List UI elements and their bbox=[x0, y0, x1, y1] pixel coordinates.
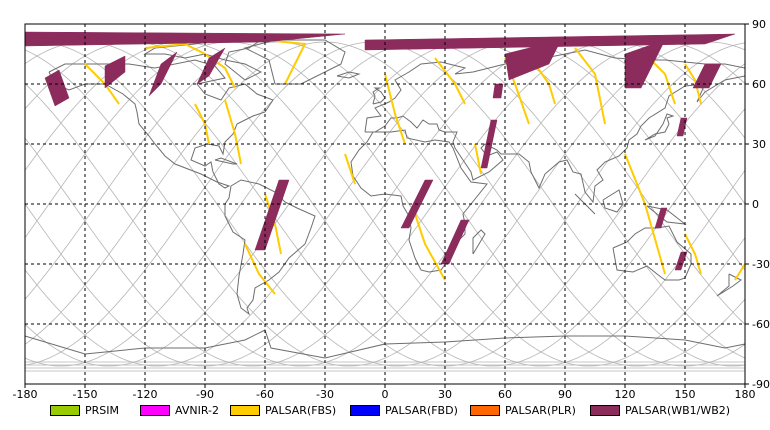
wb-swath bbox=[254, 179, 290, 251]
fbs-swath bbox=[344, 153, 356, 185]
observation-swaths bbox=[24, 31, 746, 295]
legend-label-plr: PALSAR(PLR) bbox=[505, 403, 576, 417]
wb-swath bbox=[44, 69, 70, 107]
y-tick-label: -90 bbox=[752, 378, 770, 391]
fbs-swath bbox=[194, 103, 210, 145]
legend-item-wb: PALSAR(WB1/WB2) bbox=[590, 402, 730, 418]
y-tick-label: 60 bbox=[752, 78, 766, 91]
coastline bbox=[24, 329, 746, 359]
legend-swatch-avnir2 bbox=[140, 404, 170, 416]
fbs-swath bbox=[684, 233, 702, 275]
coastline bbox=[143, 37, 263, 81]
legend-label-avnir2: AVNIR-2 bbox=[175, 403, 219, 417]
graticule bbox=[25, 24, 745, 384]
coastline bbox=[243, 39, 346, 85]
coastline bbox=[372, 87, 386, 105]
fbs-swath bbox=[474, 143, 482, 175]
fbs-swath bbox=[264, 39, 307, 85]
x-tick-label: 90 bbox=[558, 388, 572, 401]
coastline bbox=[644, 113, 675, 141]
coastline bbox=[602, 189, 624, 213]
fbs-swath bbox=[384, 73, 406, 145]
wb-swath bbox=[654, 207, 668, 229]
wb-swath bbox=[148, 51, 178, 97]
x-tick-label: -150 bbox=[73, 388, 98, 401]
wb-swath bbox=[364, 33, 736, 51]
wb-swath bbox=[492, 83, 504, 99]
x-tick-label: 150 bbox=[675, 388, 696, 401]
legend-item-avnir2: AVNIR-2 bbox=[140, 402, 219, 418]
wb-swath bbox=[692, 63, 722, 89]
legend-item-prsim: PRSIM bbox=[50, 402, 119, 418]
fbs-swath bbox=[684, 63, 702, 105]
x-tick-label: 120 bbox=[615, 388, 636, 401]
legend-swatch-prsim bbox=[50, 404, 80, 416]
wb-swath bbox=[196, 47, 226, 85]
coastline bbox=[716, 273, 742, 297]
y-tick-label: -30 bbox=[752, 258, 770, 271]
fbs-swath bbox=[224, 99, 242, 165]
wb-swath bbox=[104, 55, 126, 89]
x-tick-label: 60 bbox=[498, 388, 512, 401]
legend-item-fbd: PALSAR(FBD) bbox=[350, 402, 458, 418]
x-tick-label: -120 bbox=[133, 388, 158, 401]
fbs-swath bbox=[434, 57, 466, 105]
fbs-swath bbox=[734, 263, 746, 281]
x-tick-label: 30 bbox=[438, 388, 452, 401]
fbs-swath bbox=[244, 243, 276, 295]
x-tick-label: -90 bbox=[196, 388, 214, 401]
coastline bbox=[214, 157, 238, 165]
coastline bbox=[574, 193, 596, 215]
x-tick-label: -30 bbox=[316, 388, 334, 401]
legend-swatch-fbd bbox=[350, 404, 380, 416]
fbs-swath bbox=[414, 213, 446, 281]
coastline bbox=[336, 71, 361, 79]
x-tick-label: -180 bbox=[13, 388, 38, 401]
legend-item-plr: PALSAR(PLR) bbox=[470, 402, 576, 418]
x-tick-label: 180 bbox=[735, 388, 756, 401]
legend-swatch-plr bbox=[470, 404, 500, 416]
legend-label-fbd: PALSAR(FBD) bbox=[385, 403, 458, 417]
legend-swatch-fbs bbox=[230, 404, 260, 416]
y-tick-label: 90 bbox=[752, 18, 766, 31]
legend-item-fbs: PALSAR(FBS) bbox=[230, 402, 336, 418]
fbs-swath bbox=[574, 47, 606, 125]
wb-swath bbox=[440, 219, 470, 265]
y-tick-label: 0 bbox=[752, 198, 759, 211]
legend: PRSIM AVNIR-2 PALSAR(FBS) PALSAR(FBD) PA… bbox=[0, 402, 770, 420]
legend-swatch-wb bbox=[590, 404, 620, 416]
x-tick-label: -60 bbox=[256, 388, 274, 401]
legend-label-prsim: PRSIM bbox=[85, 403, 119, 417]
coastline bbox=[364, 49, 746, 204]
legend-label-fbs: PALSAR(FBS) bbox=[265, 403, 337, 417]
coastline bbox=[472, 229, 486, 255]
fbs-swath bbox=[264, 193, 282, 255]
y-tick-label: 30 bbox=[752, 138, 766, 151]
tick-labels: -180 -150 -120 -90 -60 -30 0 30 60 90 120 150 180 90 6… bbox=[13, 18, 770, 401]
coastline bbox=[224, 179, 316, 316]
legend-label-wb: PALSAR(WB1/WB2) bbox=[625, 403, 731, 417]
x-tick-label: 0 bbox=[382, 388, 389, 401]
y-tick-label: -60 bbox=[752, 318, 770, 331]
